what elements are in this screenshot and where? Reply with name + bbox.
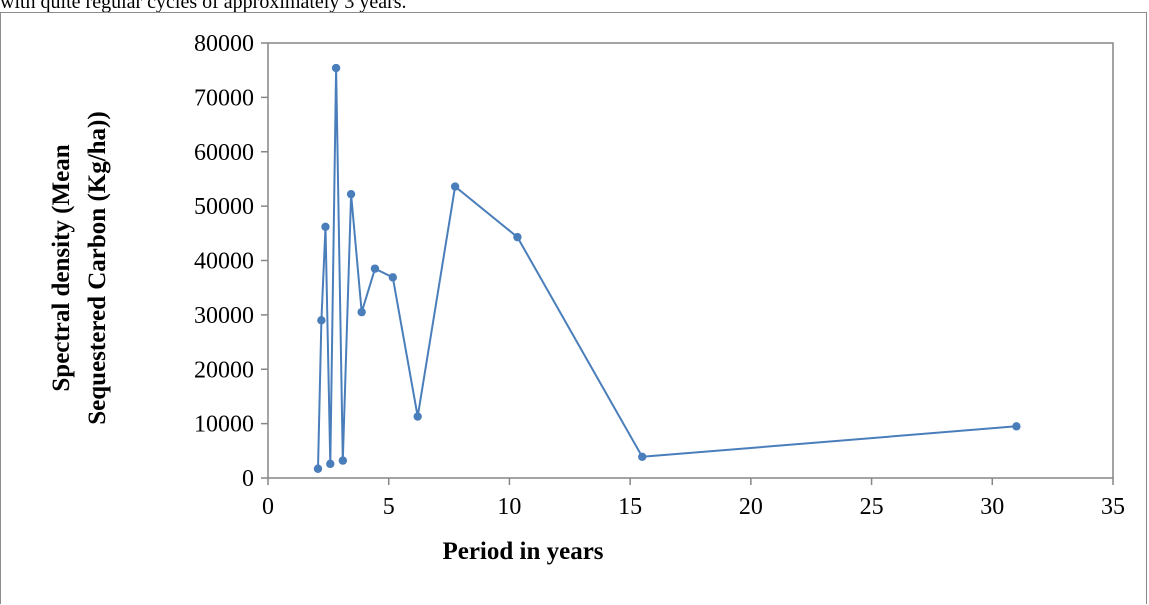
y-tick-label-3: 30000 [194, 303, 254, 329]
data-point-6 [346, 189, 356, 199]
y-tick-label-1: 10000 [194, 412, 254, 438]
y-tick-label-7: 70000 [194, 85, 254, 111]
data-point-3 [326, 459, 335, 469]
x-tick-label-4: 20 [739, 494, 763, 520]
x-tick-label-5: 25 [860, 494, 884, 520]
plot-area-border [267, 42, 1114, 479]
data-point-9 [388, 273, 398, 282]
x-tick-label-3: 15 [618, 494, 642, 520]
x-tick-label-1: 5 [383, 494, 395, 520]
data-point-10 [413, 412, 422, 421]
x-tick-label-7: 35 [1101, 494, 1125, 520]
chart-area: 0 10000 20000 30000 40000 50000 60000 70000 8000… [0, 12, 1147, 604]
data-point-14 [1012, 422, 1021, 431]
data-point-2 [321, 222, 330, 231]
data-point-5 [338, 456, 348, 465]
x-tick-label-0: 0 [262, 494, 274, 520]
data-point-11 [450, 182, 460, 191]
y-tick-label-0: 0 [242, 466, 254, 492]
line-chart: 0 10000 20000 30000 40000 50000 60000 70000 8000… [48, 31, 1125, 565]
y-axis-title-line-1: Spectral density (Mean [48, 144, 75, 391]
data-point-4 [331, 63, 341, 73]
x-tick-label-2: 10 [497, 494, 521, 520]
x-tick-label-6: 30 [980, 494, 1004, 520]
data-point-0 [313, 464, 323, 473]
data-point-1 [317, 316, 326, 325]
y-tick-label-6: 60000 [194, 140, 254, 166]
data-point-7 [357, 307, 366, 317]
y-axis-title-line-2: Sequestered Carbon (Kg/ha)) [84, 111, 111, 424]
series-line-0 [317, 67, 1017, 469]
paragraph-text-fragment: with quite regular cycles of approximate… [0, 0, 407, 13]
y-tick-label-5: 50000 [194, 194, 254, 220]
y-axis-title: Spectral density (Mean Sequestered Carbo… [48, 111, 111, 424]
data-point-8 [370, 264, 380, 273]
y-tick-label-2: 20000 [194, 357, 254, 383]
y-tick-label-4: 40000 [194, 249, 254, 275]
y-tick-label-8: 80000 [194, 31, 254, 57]
data-point-12 [513, 232, 522, 242]
data-point-13 [638, 452, 647, 461]
x-axis-title: Period in years [442, 538, 603, 565]
